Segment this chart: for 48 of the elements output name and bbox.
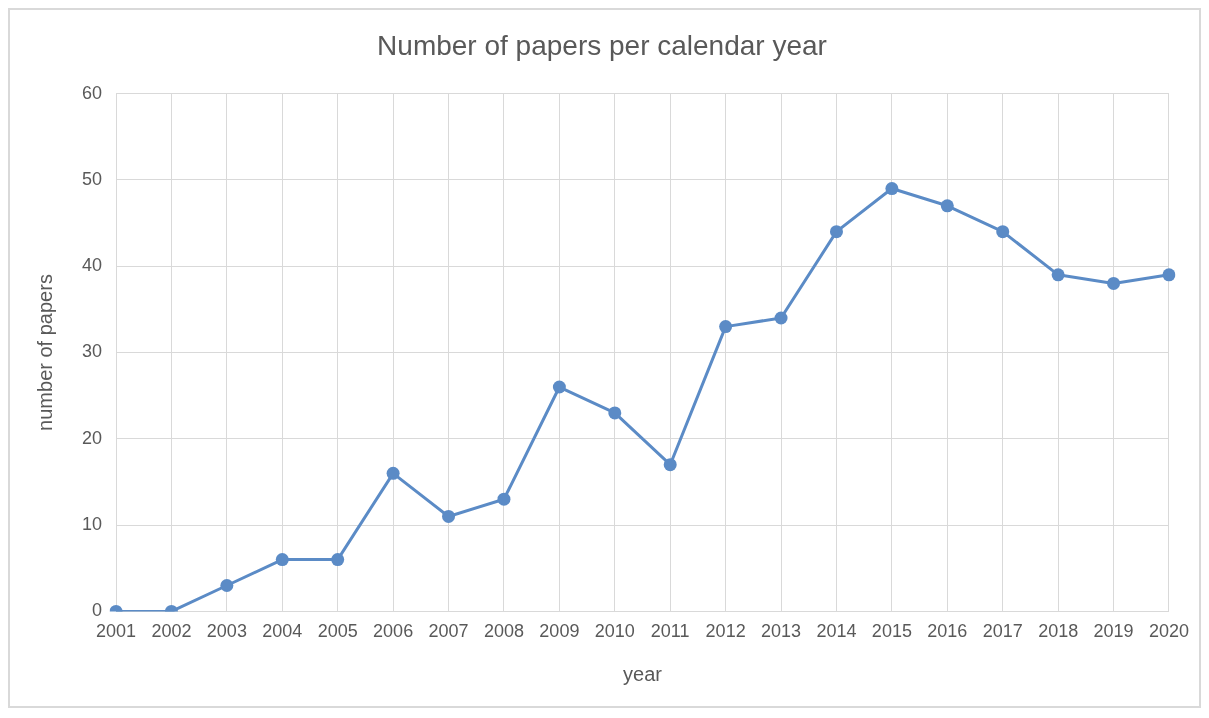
x-tick-label: 2009 bbox=[539, 621, 580, 642]
point bbox=[608, 406, 622, 420]
x-tick-label: 2010 bbox=[594, 621, 635, 642]
x-tick-label: 2016 bbox=[927, 621, 968, 642]
point bbox=[497, 492, 511, 506]
x-tick-label: 2006 bbox=[373, 621, 414, 642]
x-tick-label: 2020 bbox=[1148, 621, 1189, 642]
x-tick-label: 2013 bbox=[761, 621, 802, 642]
point bbox=[719, 320, 733, 334]
x-tick-label: 2014 bbox=[816, 621, 857, 642]
x-tick-label: 2015 bbox=[871, 621, 912, 642]
x-tick-label: 2012 bbox=[705, 621, 746, 642]
x-tick-label: 2002 bbox=[151, 621, 192, 642]
x-tick-label: 2007 bbox=[428, 621, 469, 642]
y-tick-label: 30 bbox=[81, 341, 103, 362]
point bbox=[220, 579, 234, 593]
x-tick-label: 2018 bbox=[1038, 621, 1079, 642]
point bbox=[1162, 268, 1176, 282]
point bbox=[275, 553, 289, 567]
point bbox=[552, 380, 566, 394]
point bbox=[442, 509, 456, 523]
y-tick-label: 40 bbox=[81, 255, 103, 276]
point bbox=[774, 311, 788, 325]
x-tick-label: 2005 bbox=[317, 621, 358, 642]
x-tick-label: 2011 bbox=[650, 621, 690, 642]
y-tick-label: 10 bbox=[81, 514, 103, 535]
x-tick-label: 2001 bbox=[96, 621, 137, 642]
y-axis-title: number of papers bbox=[33, 274, 56, 431]
point bbox=[940, 199, 954, 213]
y-tick-label: 60 bbox=[81, 82, 103, 103]
x-axis-title: year bbox=[623, 662, 663, 685]
y-tick-label: 20 bbox=[81, 427, 103, 448]
point bbox=[1107, 276, 1121, 290]
x-tick-label: 2004 bbox=[262, 621, 303, 642]
point bbox=[663, 458, 677, 472]
point bbox=[829, 225, 843, 239]
x-tick-label: 2008 bbox=[483, 621, 524, 642]
chart-title: Number of papers per calendar year bbox=[377, 29, 827, 61]
point bbox=[386, 466, 400, 480]
y-tick-label: 50 bbox=[81, 168, 103, 189]
x-tick-label: 2019 bbox=[1093, 621, 1134, 642]
x-tick-label: 2003 bbox=[206, 621, 247, 642]
point bbox=[331, 553, 345, 567]
x-tick-label: 2017 bbox=[982, 621, 1023, 642]
point bbox=[885, 182, 899, 196]
point bbox=[996, 225, 1010, 239]
y-tick-label: 0 bbox=[92, 600, 103, 621]
point bbox=[1051, 268, 1065, 282]
